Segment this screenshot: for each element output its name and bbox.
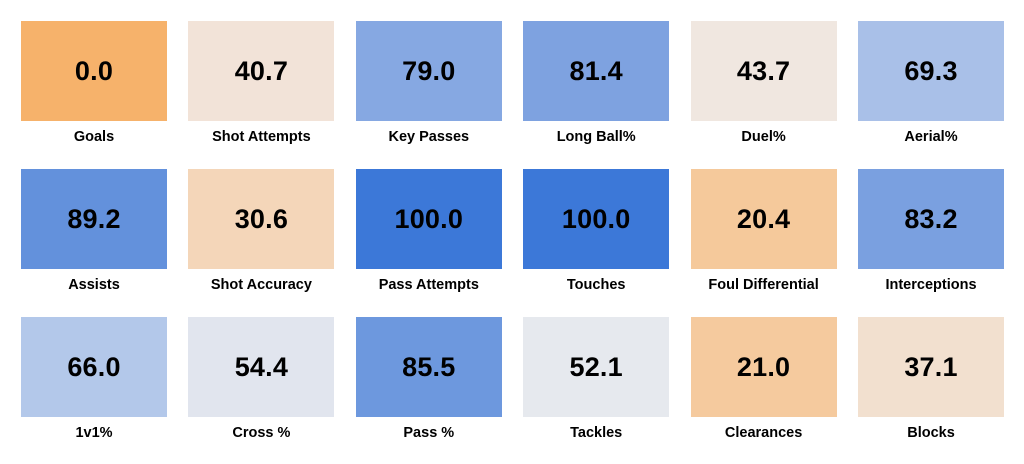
stat-value: 100.0: [394, 203, 464, 234]
stat-label: Assists: [68, 277, 120, 293]
stat-value: 66.0: [67, 351, 121, 382]
stat-value: 21.0: [736, 351, 791, 382]
stat-value: 100.0: [561, 203, 631, 234]
stat-tile: 0.0: [21, 21, 167, 121]
stat-tile: 66.0: [21, 317, 167, 417]
stat-tile: 69.3: [858, 21, 1004, 121]
stat-label: Foul Differential: [708, 277, 819, 293]
stat-label: Interceptions: [885, 277, 977, 293]
stat-tile: 81.4: [523, 21, 670, 121]
stat-label: 1v1%: [75, 425, 113, 441]
stat-value: 43.7: [736, 55, 791, 86]
stat-tile: 83.2: [858, 169, 1004, 269]
stat-label: Long Ball%: [556, 129, 636, 145]
stat-value: 52.1: [569, 351, 623, 382]
stat-tile: 85.5: [355, 317, 502, 417]
stat-tile: 79.0: [355, 21, 502, 121]
stat-value: 30.6: [234, 203, 289, 234]
stat-label: Goals: [73, 129, 115, 145]
stat-label: Touches: [566, 277, 626, 293]
stat-tile: 40.7: [188, 21, 335, 121]
stat-tile: 30.6: [188, 169, 335, 269]
stat-label: Shot Attempts: [212, 129, 311, 145]
stat-label: Duel%: [741, 129, 786, 145]
stat-value: 37.1: [904, 351, 958, 382]
stat-tile: 20.4: [690, 169, 837, 269]
stat-value: 85.5: [402, 351, 456, 382]
stat-value: 79.0: [402, 55, 456, 86]
stat-tile: 100.0: [523, 169, 670, 269]
stat-label: Cross %: [232, 425, 291, 441]
stat-label: Tackles: [570, 425, 623, 441]
stat-value: 89.2: [67, 203, 121, 234]
stat-tile: 89.2: [21, 169, 167, 269]
stat-value: 69.3: [904, 55, 958, 86]
stat-label: Pass %: [403, 425, 455, 441]
stat-value: 20.4: [736, 203, 791, 234]
stat-tile: 21.0: [690, 317, 837, 417]
stat-label: Shot Accuracy: [210, 277, 312, 293]
stat-label: Blocks: [907, 425, 955, 441]
stat-label: Aerial%: [904, 129, 958, 145]
stat-tile: 54.4: [188, 317, 335, 417]
stat-label: Pass Attempts: [378, 277, 479, 293]
stat-tile: 100.0: [355, 169, 502, 269]
stat-value: 0.0: [74, 55, 114, 86]
stat-label: Key Passes: [388, 129, 470, 145]
stat-tile: 43.7: [690, 21, 837, 121]
stat-value: 81.4: [569, 55, 623, 86]
stat-value: 83.2: [904, 203, 958, 234]
stat-tile: 37.1: [858, 317, 1004, 417]
stat-value: 40.7: [234, 55, 289, 86]
stat-value: 54.4: [234, 351, 289, 382]
stat-tile: 52.1: [523, 317, 670, 417]
stat-label: Clearances: [724, 425, 803, 441]
